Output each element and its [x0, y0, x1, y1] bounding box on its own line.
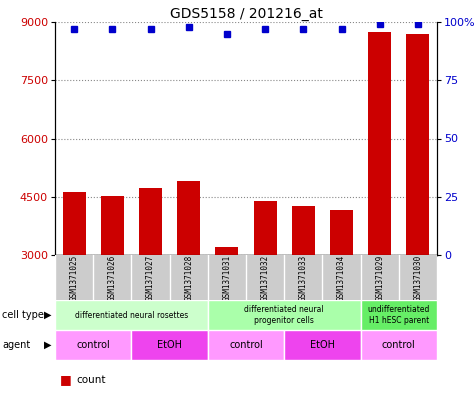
Bar	[330, 210, 353, 371]
Text: ▶: ▶	[44, 340, 52, 350]
Text: GSM1371034: GSM1371034	[337, 254, 346, 301]
Bar	[407, 34, 429, 371]
Bar	[101, 196, 124, 371]
Text: GSM1371027: GSM1371027	[146, 254, 155, 301]
Bar	[254, 201, 276, 371]
Text: differentiated neural rosettes: differentiated neural rosettes	[75, 310, 188, 320]
Title: GDS5158 / 201216_at: GDS5158 / 201216_at	[170, 7, 323, 21]
Text: control: control	[382, 340, 416, 350]
Text: differentiated neural
progenitor cells: differentiated neural progenitor cells	[245, 305, 324, 325]
Bar	[216, 247, 238, 371]
Text: GSM1371026: GSM1371026	[108, 254, 117, 301]
Text: GSM1371032: GSM1371032	[261, 254, 270, 301]
Bar	[55, 300, 208, 330]
Text: cell type: cell type	[2, 310, 44, 320]
Bar	[284, 330, 361, 360]
Text: GSM1371033: GSM1371033	[299, 254, 308, 301]
Text: ▶: ▶	[44, 310, 52, 320]
Text: EtOH: EtOH	[157, 340, 182, 350]
Text: agent: agent	[2, 340, 30, 350]
Text: control: control	[76, 340, 110, 350]
Text: GSM1371025: GSM1371025	[70, 254, 78, 301]
Text: control: control	[229, 340, 263, 350]
Bar	[368, 32, 391, 371]
Bar	[132, 330, 208, 360]
Bar	[208, 330, 284, 360]
Bar	[208, 300, 361, 330]
Text: count: count	[76, 375, 106, 385]
Bar	[292, 206, 315, 371]
Text: ■: ■	[60, 373, 72, 386]
Bar	[55, 330, 132, 360]
Bar	[63, 192, 86, 371]
Bar	[361, 300, 437, 330]
Text: GSM1371029: GSM1371029	[375, 254, 384, 301]
Bar	[139, 188, 162, 371]
Text: EtOH: EtOH	[310, 340, 335, 350]
Text: GSM1371031: GSM1371031	[222, 254, 231, 301]
Text: GSM1371028: GSM1371028	[184, 254, 193, 301]
Bar	[177, 181, 200, 371]
Text: undifferentiated
H1 hESC parent: undifferentiated H1 hESC parent	[368, 305, 430, 325]
Text: GSM1371030: GSM1371030	[413, 254, 422, 301]
Bar	[361, 330, 437, 360]
